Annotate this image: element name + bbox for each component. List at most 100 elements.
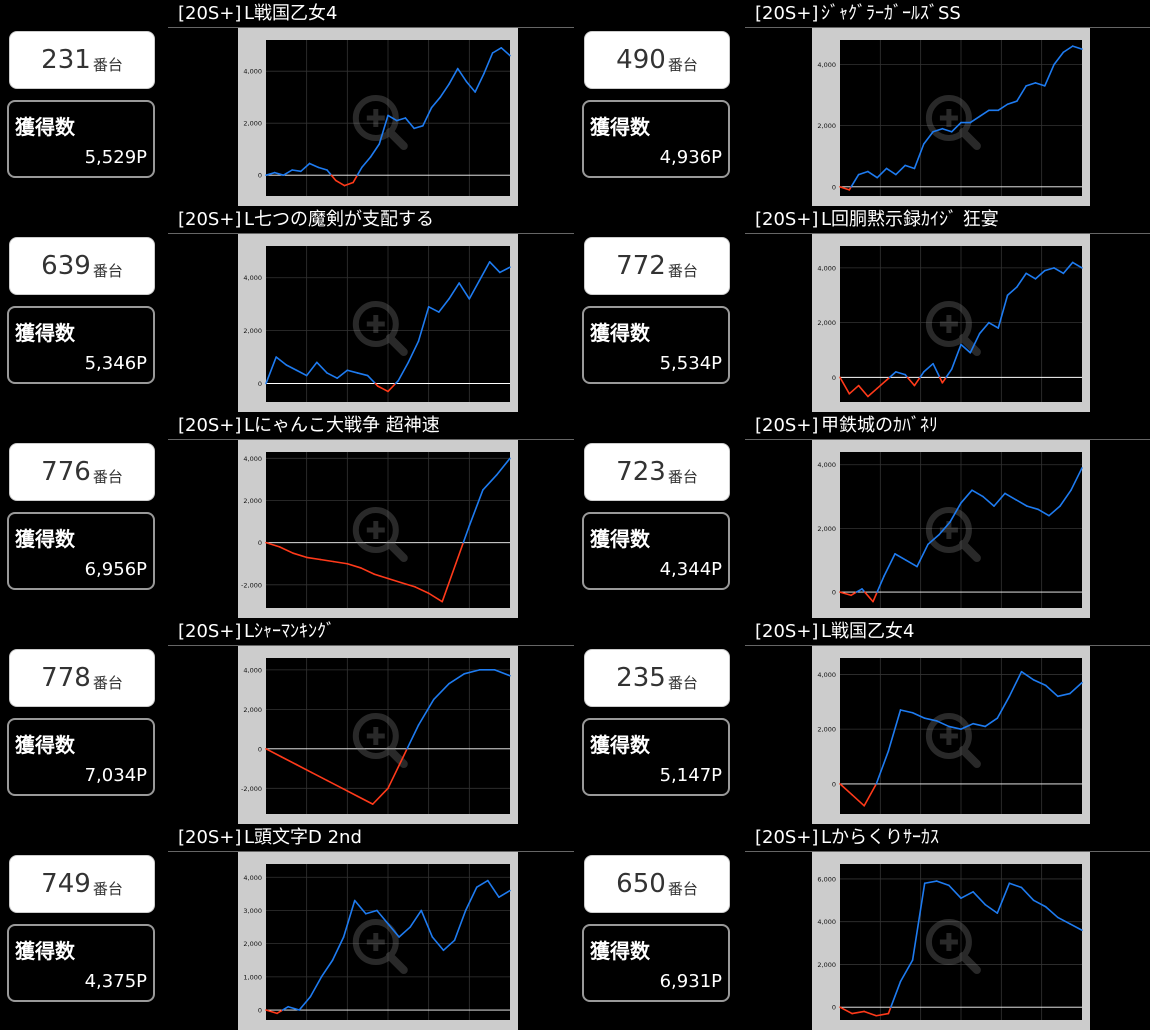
slot-card[interactable]: [20S+] L戦国乙女4 231 番台 獲得数 5,529P 0 2,000 4,000 bbox=[0, 0, 574, 206]
payout-box: 獲得数 4,936P bbox=[582, 100, 730, 178]
series-segment bbox=[448, 672, 466, 685]
series-segment bbox=[420, 909, 434, 938]
machine-number-box[interactable]: 490 番台 bbox=[584, 31, 730, 89]
series-segment bbox=[1037, 508, 1050, 517]
series-segment bbox=[387, 755, 405, 790]
series-segment bbox=[916, 543, 929, 568]
series-segment bbox=[911, 711, 926, 720]
series-segment bbox=[413, 125, 424, 130]
slot-card[interactable]: [20S+] L回胴黙示録ｶｲｼﾞ 狂宴 772 番台獲得数 5,534P 0 2,000 4… bbox=[577, 206, 1150, 412]
series-segment bbox=[839, 376, 851, 395]
zoom-icon[interactable] bbox=[352, 301, 408, 356]
zoom-icon[interactable] bbox=[352, 919, 408, 974]
y-tick-label: 4,000 bbox=[243, 874, 262, 882]
period-tag: [20S+] bbox=[178, 415, 242, 436]
series-segment bbox=[932, 127, 944, 133]
series-segment bbox=[1008, 670, 1023, 698]
machine-number-box[interactable]: 723 番台 bbox=[584, 443, 730, 501]
payout-box: 獲得数 5,534P bbox=[582, 306, 730, 384]
y-tick-label: 6,000 bbox=[817, 875, 836, 883]
series-segment bbox=[1006, 286, 1018, 297]
slot-card[interactable]: [20S+] L戦国乙女4 235 番台 獲得数 5,147P 0 2,000 4,000 bbox=[577, 618, 1150, 824]
payout-graph[interactable]: -2,000 0 2,000 4,000 bbox=[238, 440, 518, 618]
machine-number-box[interactable]: 235 番台 bbox=[584, 649, 730, 707]
y-tick-label: 0 bbox=[258, 745, 262, 753]
series-segment bbox=[465, 80, 476, 93]
slot-card[interactable]: [20S+] Lにゃんこ大戦争 超神速 776 番台 獲得数 6,956P -2,000 0 2… bbox=[0, 412, 574, 618]
series-segment bbox=[495, 457, 511, 476]
period-tag: [20S+] bbox=[755, 827, 819, 848]
series-segment bbox=[875, 1012, 890, 1017]
series-segment bbox=[1008, 882, 1023, 889]
zoom-icon[interactable] bbox=[925, 919, 981, 974]
series-segment bbox=[932, 362, 941, 379]
machine-number-box[interactable]: 778 番台 bbox=[9, 649, 155, 707]
y-tick-label: 0 bbox=[258, 539, 262, 547]
series-segment bbox=[291, 169, 302, 173]
payout-graph[interactable]: 0 2,000 4,000 bbox=[238, 234, 518, 412]
machine-number-suffix: 番台 bbox=[92, 56, 123, 74]
series-segment bbox=[1006, 100, 1018, 106]
payout-graph[interactable]: 0 2,000 4,000 6,000 bbox=[812, 852, 1090, 1030]
slot-card[interactable]: [20S+] 甲鉄城のｶﾊﾞﾈﾘ 723 番台 獲得数 4,344P 0 2,000 4,000 bbox=[577, 412, 1150, 618]
series-segment bbox=[1016, 272, 1027, 288]
series-segment bbox=[356, 372, 369, 377]
series-segment bbox=[376, 909, 389, 925]
series-segment bbox=[1057, 916, 1071, 925]
machine-number-box[interactable]: 749 番台 bbox=[9, 855, 155, 913]
series-segment bbox=[310, 771, 328, 782]
series-segment bbox=[938, 521, 951, 536]
series-segment bbox=[378, 114, 389, 145]
payout-graph[interactable]: 0 2,000 4,000 bbox=[812, 234, 1090, 412]
machine-number-box[interactable]: 639 番台 bbox=[9, 237, 155, 295]
payout-graph[interactable]: 0 2,000 4,000 bbox=[812, 646, 1090, 824]
payout-graph[interactable]: -2,000 0 2,000 4,000 bbox=[238, 646, 518, 824]
slot-card[interactable]: [20S+] L七つの魔剣が支配する 639 番台 獲得数 5,346P 0 2,000 4,0… bbox=[0, 206, 574, 412]
series-segment bbox=[969, 115, 981, 124]
series-segment bbox=[332, 560, 349, 565]
slot-card[interactable]: [20S+] ｼﾞｬｸﾞﾗｰｶﾞｰﾙｽﾞSS 490 番台 獲得数 4,936P 0 2,00… bbox=[577, 0, 1150, 206]
series-segment bbox=[885, 167, 897, 176]
machine-number: 772 bbox=[616, 251, 666, 281]
payout-graph[interactable]: 0 1,000 2,000 3,000 4,000 bbox=[238, 852, 518, 1030]
series-segment bbox=[448, 282, 460, 300]
zoom-icon[interactable] bbox=[925, 301, 981, 356]
series-segment bbox=[402, 748, 408, 758]
machine-number-box[interactable]: 776 番台 bbox=[9, 443, 155, 501]
slot-card[interactable]: [20S+] Lｼｬｰﾏﾝｷﾝｸﾞ 778 番台 獲得数 7,034P -2,000 0 2,0… bbox=[0, 618, 574, 824]
zoom-icon[interactable] bbox=[925, 713, 981, 768]
series-segment bbox=[941, 127, 953, 133]
series-segment bbox=[969, 332, 981, 354]
machine-number-box[interactable]: 650 番台 bbox=[584, 855, 730, 913]
zoom-icon[interactable] bbox=[352, 95, 408, 150]
zoom-icon[interactable] bbox=[352, 507, 408, 562]
machine-title: [20S+] L回胴黙示録ｶｲｼﾞ 狂宴 bbox=[755, 208, 999, 232]
series-segment bbox=[1062, 261, 1074, 275]
series-segment bbox=[982, 495, 995, 507]
series-segment bbox=[1034, 269, 1046, 280]
series-segment bbox=[491, 46, 503, 54]
period-tag: [20S+] bbox=[755, 415, 819, 436]
y-tick-label: 4,000 bbox=[817, 61, 836, 69]
graph-svg: -2,000 0 2,000 4,000 bbox=[241, 452, 511, 608]
machine-number-box[interactable]: 231 番台 bbox=[9, 31, 155, 89]
payout-graph[interactable]: 0 2,000 4,000 bbox=[812, 28, 1090, 206]
payout-graph[interactable]: 0 2,000 4,000 bbox=[812, 440, 1090, 618]
machine-number-suffix: 番台 bbox=[667, 56, 698, 74]
slot-card[interactable]: [20S+] L頭文字D 2nd 749 番台 獲得数 4,375P 0 1,000 2,000… bbox=[0, 824, 574, 1030]
period-tag: [20S+] bbox=[178, 3, 242, 24]
y-tick-label: 2,000 bbox=[243, 940, 262, 948]
machine-number-box[interactable]: 772 番台 bbox=[584, 237, 730, 295]
y-tick-label: 2,000 bbox=[817, 525, 836, 533]
slot-card[interactable]: [20S+] Lからくりｻｰｶｽ 650 番台 獲得数 6,931P 0 2,000 4,000… bbox=[577, 824, 1150, 1030]
payout-label: 獲得数 bbox=[15, 321, 75, 345]
graph-svg: 0 2,000 4,000 6,000 bbox=[817, 864, 1083, 1020]
series-segment bbox=[848, 384, 860, 395]
series-segment bbox=[387, 577, 403, 584]
series-segment bbox=[996, 882, 1011, 914]
series-segment bbox=[863, 1010, 878, 1017]
series-segment bbox=[1004, 492, 1017, 501]
zoom-icon[interactable] bbox=[925, 95, 981, 150]
series-segment bbox=[945, 368, 953, 379]
payout-graph[interactable]: 0 2,000 4,000 bbox=[238, 28, 518, 206]
